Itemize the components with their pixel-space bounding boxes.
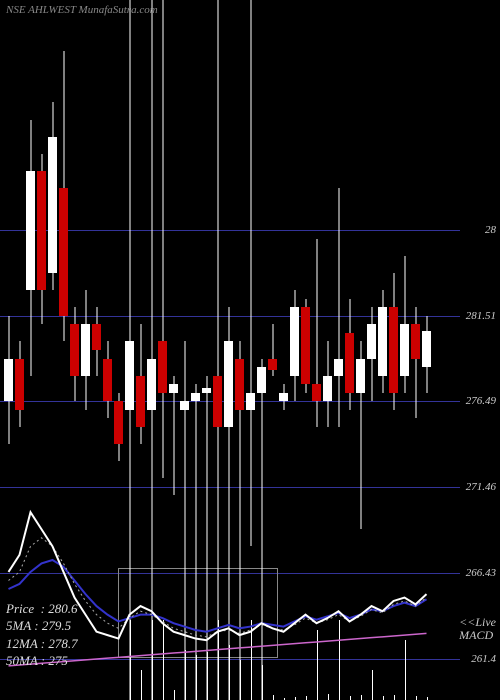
macd-bar <box>361 695 362 700</box>
candle <box>378 0 387 700</box>
candle <box>213 0 222 700</box>
grid-label: 266.43 <box>466 567 496 579</box>
macd-bar <box>405 640 406 700</box>
macd-bar <box>229 645 230 700</box>
stat-row: 5MA : 279.5 <box>6 617 78 635</box>
candle <box>103 0 112 700</box>
macd-bar <box>240 660 241 700</box>
candle <box>301 0 310 700</box>
macd-bar <box>174 690 175 700</box>
macd-bar <box>306 696 307 700</box>
candle <box>136 0 145 700</box>
candle <box>81 0 90 700</box>
macd-bar <box>141 670 142 700</box>
stat-row: Price : 280.6 <box>6 600 78 618</box>
candle <box>268 0 277 700</box>
candle <box>312 0 321 700</box>
candle <box>246 0 255 700</box>
candle <box>400 0 409 700</box>
grid-label: 261.4 <box>471 653 496 665</box>
macd-bar <box>251 620 252 700</box>
candle <box>70 0 79 700</box>
candle <box>158 0 167 700</box>
candle <box>235 0 244 700</box>
candle <box>4 0 13 700</box>
price-stats-overlay: Price : 280.65MA : 279.512MA : 278.750MA… <box>6 600 78 670</box>
macd-bar <box>130 620 131 700</box>
candle <box>191 0 200 700</box>
candle <box>202 0 211 700</box>
macd-bar <box>339 620 340 700</box>
candle <box>59 0 68 700</box>
stat-row: 12MA : 278.7 <box>6 635 78 653</box>
macd-bar <box>207 652 208 700</box>
candle <box>367 0 376 700</box>
candle <box>411 0 420 700</box>
candle <box>334 0 343 700</box>
candle <box>389 0 398 700</box>
macd-bar <box>152 620 153 700</box>
candle <box>356 0 365 700</box>
macd-bar <box>185 650 186 700</box>
macd-bar <box>196 655 197 700</box>
macd-bar <box>383 696 384 700</box>
candle <box>147 0 156 700</box>
candle <box>114 0 123 700</box>
candle <box>37 0 46 700</box>
macd-bar <box>273 695 274 700</box>
candle <box>180 0 189 700</box>
chart-title: NSE AHLWEST MunafaSutra.com <box>6 4 158 16</box>
candle <box>290 0 299 700</box>
grid-label: 271.46 <box>466 481 496 493</box>
macd-bar <box>317 630 318 700</box>
macd-bar <box>394 695 395 700</box>
macd-bar <box>328 694 329 700</box>
candle <box>345 0 354 700</box>
macd-bar <box>416 696 417 700</box>
candle <box>26 0 35 700</box>
stat-row: 50MA : 275 <box>6 652 78 670</box>
candle <box>224 0 233 700</box>
candle <box>125 0 134 700</box>
candle <box>422 0 431 700</box>
macd-bar <box>372 670 373 700</box>
candle <box>257 0 266 700</box>
candle <box>92 0 101 700</box>
candle <box>48 0 57 700</box>
candle <box>279 0 288 700</box>
grid-label: 281.51 <box>466 310 496 322</box>
macd-bar <box>163 620 164 700</box>
grid-label: 276.49 <box>466 395 496 407</box>
macd-label: <<LiveMACD <box>459 616 496 642</box>
candlestick-chart: NSE AHLWEST MunafaSutra.com 28 281.51 276.… <box>0 0 500 700</box>
candle <box>15 0 24 700</box>
macd-bar <box>218 620 219 700</box>
macd-bar <box>350 696 351 700</box>
grid-label: 28 <box>485 224 496 236</box>
candle-series <box>0 0 460 700</box>
macd-label-text: <<LiveMACD <box>459 616 496 642</box>
candle <box>323 0 332 700</box>
macd-bar <box>262 665 263 700</box>
candle <box>169 0 178 700</box>
